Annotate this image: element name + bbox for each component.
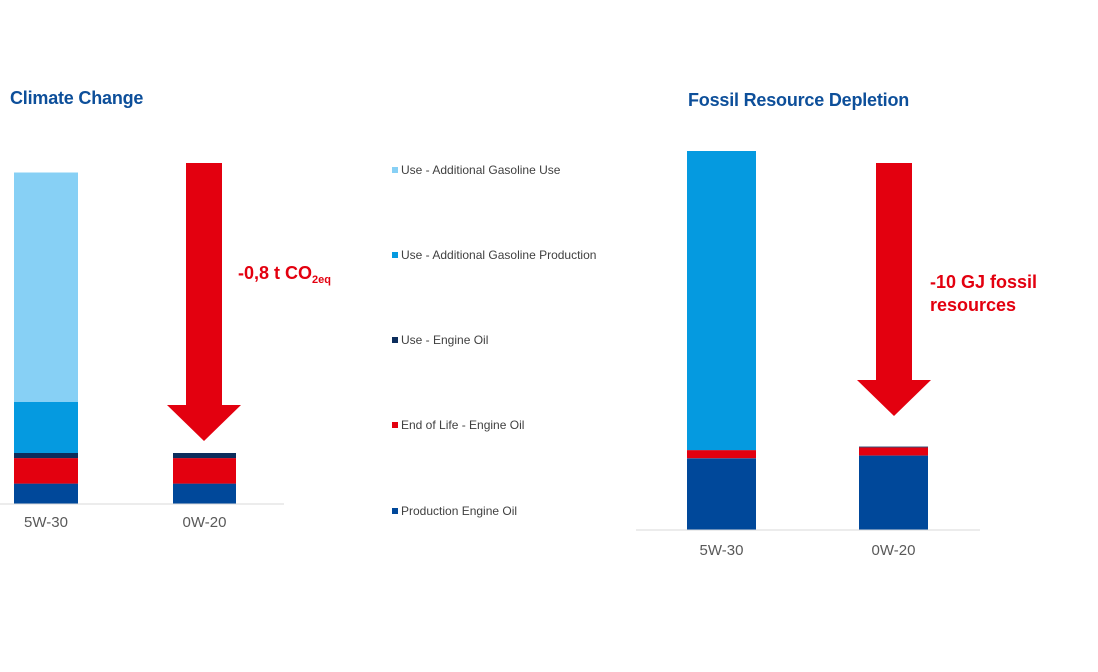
fossil-resource-title: Fossil Resource Depletion [688, 90, 910, 110]
bar-segment-use-engine-oil [173, 453, 236, 459]
category-label: 0W-20 [183, 514, 227, 531]
bar-segment-end-of-life-engine-oil [859, 447, 928, 456]
legend-swatch [392, 422, 398, 428]
legend-label: Production Engine Oil [401, 504, 518, 518]
bar-segment-use-additional-gasoline-production [687, 151, 756, 451]
bar-segment-production-engine-oil [687, 458, 756, 530]
reduction-arrow-icon [857, 163, 931, 416]
legend-swatch [392, 337, 398, 343]
category-label: 5W-30 [24, 514, 68, 531]
legend-swatch [392, 252, 398, 258]
bar-segment-production-engine-oil [173, 483, 236, 504]
climate-change-title: Climate Change [10, 88, 144, 108]
legend-item-gasoline-use: Use - Additional Gasoline Use [392, 163, 560, 177]
bar-segment-production-engine-oil [14, 483, 78, 504]
bar-segment-use-additional-gasoline-production [14, 402, 78, 453]
legend-swatch [392, 508, 398, 514]
fossil-reduction-annotation: -10 GJ fossil resources [930, 271, 1037, 317]
legend-label: Use - Additional Gasoline Use [401, 163, 561, 177]
legend-swatch [392, 167, 398, 173]
legend-item-gasoline-production: Use - Additional Gasoline Production [392, 248, 596, 262]
bar-segment-use-additional-gasoline-use [14, 172, 78, 402]
legend-item-production: Production Engine Oil [392, 504, 517, 518]
fossil-reduction-line-2: resources [930, 295, 1017, 315]
category-label: 5W-30 [700, 542, 744, 559]
bar-segment-use-engine-oil [14, 453, 78, 459]
bar-segment-use-engine-oil [859, 446, 928, 448]
bar-segment-end-of-life-engine-oil [14, 458, 78, 484]
bar-segment-end-of-life-engine-oil [687, 450, 756, 459]
legend-label: Use - Engine Oil [401, 333, 489, 347]
legend-label: Use - Additional Gasoline Production [401, 248, 597, 262]
legend-item-end-of-life: End of Life - Engine Oil [392, 418, 524, 432]
fossil-reduction-line-1: -10 GJ fossil [930, 272, 1038, 292]
reduction-arrow-icon [167, 163, 241, 441]
climate-reduction-text: -0,8 t CO [238, 263, 313, 283]
climate-reduction-subscript: 2eq [312, 274, 331, 286]
category-label: 0W-20 [872, 542, 916, 559]
legend-item-use-engine-oil: Use - Engine Oil [392, 333, 488, 347]
climate-reduction-annotation: -0,8 t CO2eq [238, 262, 331, 292]
bar-segment-end-of-life-engine-oil [173, 458, 236, 484]
legend: Use - Additional Gasoline Use Use - Addi… [392, 0, 652, 672]
bar-segment-production-engine-oil [859, 455, 928, 530]
legend-label: End of Life - Engine Oil [401, 418, 525, 432]
